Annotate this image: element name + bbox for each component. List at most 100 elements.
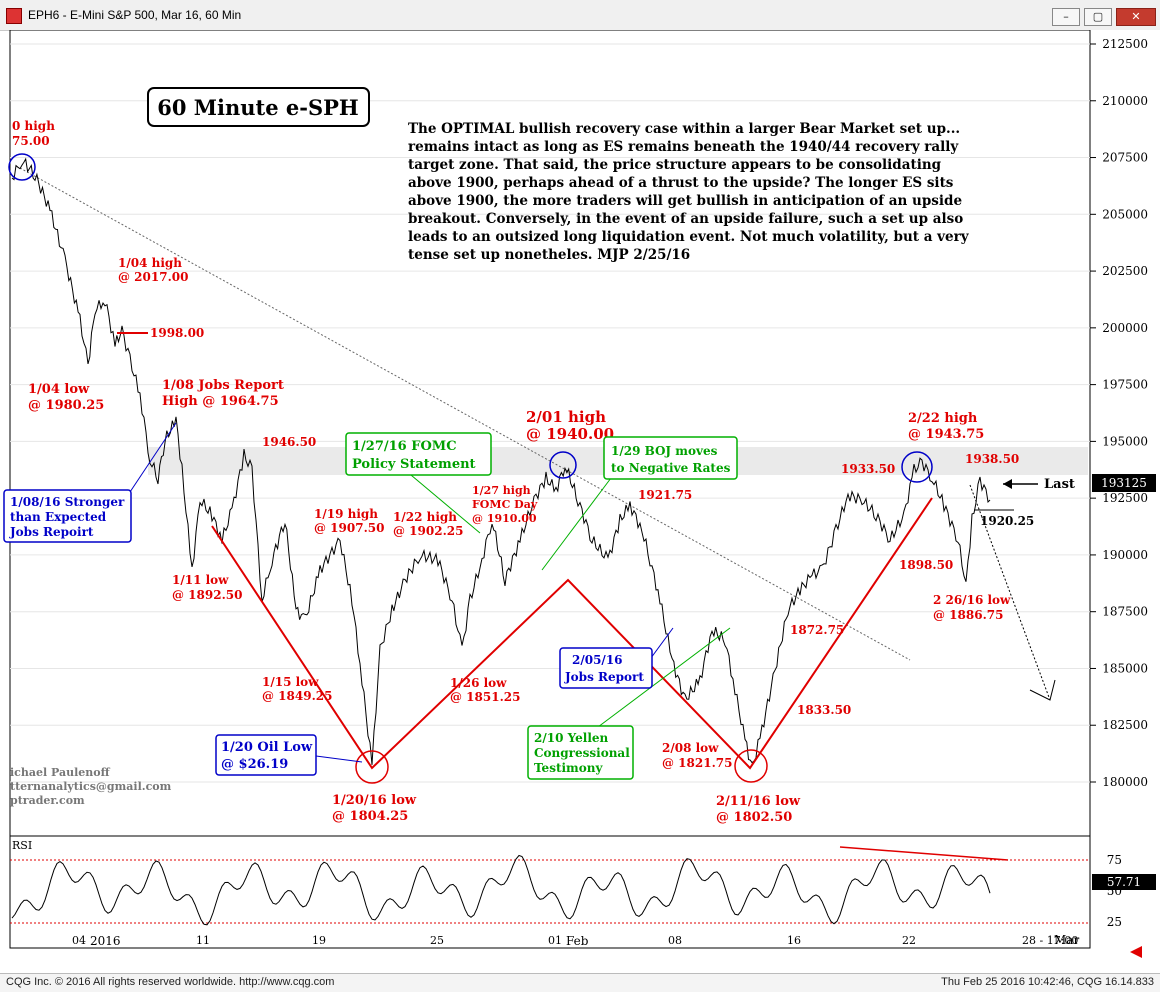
fomc-box-line: Policy Statement	[352, 457, 476, 472]
time-axis-label: 28 - 17:00	[1022, 934, 1078, 947]
scroll-arrow-icon[interactable]	[1130, 946, 1142, 958]
price-tick-label: 212500	[1102, 37, 1148, 51]
price-tick-label: 197500	[1102, 378, 1148, 392]
oil-pointer	[315, 755, 363, 763]
feb11-low-value: @ 1802.50	[716, 810, 792, 825]
jan27-high-value: @ 1910.00	[472, 512, 537, 525]
close-button[interactable]: ✕	[1116, 8, 1156, 26]
time-axis-label: Mar	[1054, 933, 1079, 947]
feb22-high-value: @ 1943.75	[908, 427, 984, 442]
price-tick-label: 202500	[1102, 264, 1148, 278]
jan20-low-circle	[355, 750, 389, 784]
feb26-low-value: @ 1886.75	[933, 608, 1003, 622]
commentary-line: above 1900, the more traders will get bu…	[408, 193, 962, 209]
dec-high-label: 0 high	[12, 119, 55, 133]
chart-title-box	[147, 87, 370, 127]
boj-box	[603, 436, 738, 480]
price-tick-label: 180000	[1102, 775, 1148, 789]
rsi-last-value: 57.71	[1107, 875, 1141, 889]
jan15-low-label: 1/15 low	[262, 675, 319, 689]
last-price-badge	[1092, 474, 1156, 492]
yellen-box	[527, 725, 634, 780]
price-tick-label: 185000	[1102, 661, 1148, 675]
commentary-line: remains intact as long as ES remains ben…	[408, 139, 959, 155]
price-tick-label: 192500	[1102, 491, 1148, 505]
rsi-pane	[9, 835, 1091, 949]
time-axis-label: 08	[668, 934, 682, 947]
feb01-high-circle	[549, 451, 577, 479]
dec-high-circle	[8, 153, 36, 181]
status-footer: CQG Inc. © 2016 All rights reserved worl…	[0, 973, 1160, 992]
blue-annotation-boxes: 1/08/16 Stronger than Expected Jobs Repo…	[3, 489, 653, 776]
window-titlebar: EPH6 - E-Mini S&P 500, Mar 16, 60 Min – …	[0, 0, 1160, 31]
time-axis-label: 19	[312, 934, 326, 947]
price-tick-label: 182500	[1102, 718, 1148, 732]
chart-title: 60 Minute e-SPH	[157, 95, 359, 120]
time-axis-label: 16	[787, 934, 801, 947]
last-price-value: 193125	[1101, 476, 1147, 490]
feb22-high-circle	[901, 451, 933, 483]
red-w-pattern	[211, 497, 933, 770]
level-1938-label: 1938.50	[965, 452, 1019, 466]
jan20-low-label: 1/20/16 low	[332, 793, 417, 808]
level-1998-label: 1998.00	[150, 326, 204, 340]
jan20-box-line: 1/20 Oil Low	[221, 740, 313, 755]
feb05-box-line: 2/05/16	[572, 653, 623, 667]
commentary-line: tense set up nonetheles. MJP 2/25/16	[408, 247, 690, 263]
yellen-pointer	[597, 627, 731, 728]
maximize-button[interactable]: ▢	[1084, 8, 1112, 26]
rsi-last-badge	[1092, 874, 1156, 890]
app-icon	[6, 8, 22, 24]
jan15-low-value: @ 1849.25	[262, 689, 332, 703]
level-1920-label: 1920.25	[980, 514, 1034, 528]
time-axis-label: 25	[430, 934, 444, 947]
price-pane	[9, 29, 1091, 837]
maximize-icon: ▢	[1092, 10, 1104, 23]
jobs-jan08-pointer	[127, 422, 177, 496]
price-tick-label: 207500	[1102, 151, 1148, 165]
jan19-high-label: 1/19 high	[314, 507, 378, 521]
signature: ichael Paulenoff tternanalytics@gmail.co…	[10, 766, 172, 807]
timestamp-text: Thu Feb 25 2016 10:42:46, CQG 16.14.833	[941, 976, 1154, 988]
price-axis-ticks: 212500 210000 207500 205000 202500 200000 1975…	[1090, 37, 1148, 789]
time-axis-label: 01	[548, 934, 562, 947]
time-axis-label: 04	[72, 934, 86, 947]
dec-high-value: 75.00	[12, 134, 50, 148]
rsi-label: RSI	[12, 839, 32, 852]
jan27-high-note: FOMC Day	[472, 498, 538, 511]
minimize-button[interactable]: –	[1052, 8, 1080, 26]
price-chart-svg[interactable]: 2125002100002075002050002025002000001975…	[0, 29, 1160, 973]
fomc-box	[345, 432, 492, 476]
yellen-box-line: 2/10 Yellen	[534, 731, 609, 745]
feb11-low-label: 2/11/16 low	[716, 794, 801, 809]
level-1946-label: 1946.50	[262, 435, 316, 449]
minimize-icon: –	[1063, 10, 1069, 23]
jan19-high-value: @ 1907.50	[314, 521, 384, 535]
jan08-box-line: than Expected	[10, 510, 107, 524]
signature-line: tternanalytics@gmail.com	[10, 780, 172, 793]
level-1833-label: 1833.50	[797, 703, 851, 717]
last-arrowhead-icon	[1003, 479, 1012, 489]
time-axis-label: 22	[902, 934, 916, 947]
chart-area[interactable]: 212500 210000 207500 205000 202500 200000 1975…	[0, 29, 1160, 991]
rsi-tick-label: 25	[1107, 915, 1122, 929]
jan20-low-value: @ 1804.25	[332, 809, 408, 824]
copyright-text: CQG Inc. © 2016 All rights reserved worl…	[6, 976, 335, 988]
feb22-high-label: 2/22 high	[908, 411, 978, 426]
level-1872-label: 1872.75	[790, 623, 844, 637]
jan08-box-line: Jobs Repoirt	[9, 525, 94, 539]
feb05-box	[559, 647, 653, 689]
fomc-pointer	[404, 469, 481, 534]
feb08-low-value: @ 1821.75	[662, 756, 732, 770]
downtrend-line	[19, 167, 911, 661]
feb05-box-line: Jobs Report	[564, 670, 644, 684]
last-label: Last	[1044, 477, 1075, 492]
price-tick-label: 205000	[1102, 207, 1148, 221]
time-axis-label: 11	[196, 934, 210, 947]
boj-box-line: 1/29 BOJ moves	[611, 444, 718, 458]
commentary-line: target zone. That said, the price struct…	[408, 157, 942, 173]
boj-box-line: to Negative Rates	[611, 461, 731, 475]
yellen-box-line: Testimony	[534, 761, 603, 775]
rsi-series	[11, 854, 991, 926]
